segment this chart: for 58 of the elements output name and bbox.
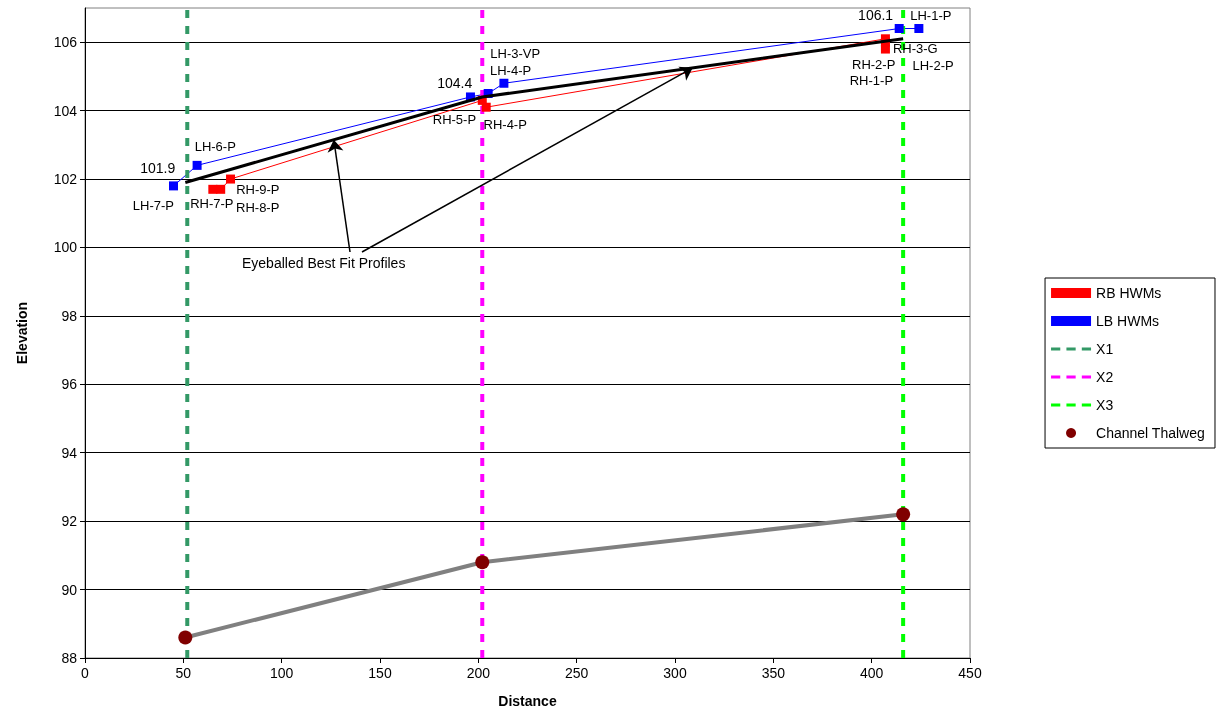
legend-label: X1 bbox=[1096, 341, 1114, 357]
data-label: LH-4-P bbox=[489, 62, 532, 78]
y-tick-label: 94 bbox=[61, 444, 78, 461]
point bbox=[914, 24, 924, 34]
y-tick-label: 102 bbox=[53, 171, 78, 188]
x-tick-label: 200 bbox=[466, 665, 491, 681]
data-label: RH-7-P bbox=[190, 195, 234, 211]
point bbox=[499, 78, 509, 88]
data-label: RH-3-G bbox=[892, 41, 938, 57]
y-tick-label: 88 bbox=[61, 650, 78, 666]
data-label: LH-6-P bbox=[194, 138, 236, 154]
data-label: RH-4-P bbox=[483, 116, 527, 132]
point bbox=[169, 181, 178, 191]
data-label: LH-3-VP bbox=[490, 45, 541, 61]
point bbox=[481, 102, 491, 112]
point bbox=[192, 160, 202, 170]
x-tick-label: 150 bbox=[368, 665, 392, 681]
x-tick-label: 0 bbox=[81, 665, 90, 681]
y-axis-title: Elevation bbox=[14, 301, 30, 365]
point bbox=[216, 184, 226, 194]
point bbox=[475, 555, 490, 570]
y-tick-label: 100 bbox=[53, 239, 78, 256]
legend-label: LB HWMs bbox=[1096, 313, 1160, 329]
data-label: RH-5-P bbox=[432, 112, 477, 128]
x-tick-label: 350 bbox=[761, 665, 786, 681]
legend-label: Channel Thalweg bbox=[1096, 425, 1205, 441]
legend-label: X3 bbox=[1096, 397, 1114, 413]
annotation: Eyeballed Best Fit Profiles bbox=[242, 255, 406, 271]
point bbox=[178, 630, 193, 645]
x-tick-label: 100 bbox=[269, 665, 294, 681]
data-label: LH-1-P bbox=[910, 7, 952, 23]
data-label: 104.4 bbox=[437, 74, 473, 91]
x-tick-label: 250 bbox=[564, 665, 589, 681]
y-tick-label: 90 bbox=[61, 581, 78, 598]
point bbox=[226, 174, 236, 184]
data-label: RH-2-P bbox=[852, 57, 896, 73]
y-tick-label: 104 bbox=[53, 102, 78, 119]
x-tick-label: 400 bbox=[859, 665, 884, 681]
x-tick-label: 300 bbox=[663, 665, 687, 681]
y-tick-label: 96 bbox=[61, 376, 78, 393]
point bbox=[896, 507, 911, 522]
legend-label: RB HWMs bbox=[1096, 285, 1162, 301]
data-label: RH-9-P bbox=[236, 181, 280, 197]
data-label: RH-1-P bbox=[849, 73, 894, 89]
point bbox=[894, 24, 904, 34]
x-axis-title: Distance bbox=[498, 693, 557, 709]
data-label: 106.1 bbox=[858, 6, 894, 23]
data-label: LH-2-P bbox=[912, 57, 954, 73]
point bbox=[880, 44, 890, 54]
data-label: LH-7-P bbox=[132, 197, 174, 213]
y-tick-label: 98 bbox=[61, 307, 78, 324]
y-tick-label: 106 bbox=[53, 34, 78, 51]
y-tick-label: 92 bbox=[61, 513, 78, 530]
x-tick-label: 450 bbox=[958, 665, 982, 681]
data-label: RH-8-P bbox=[236, 199, 280, 215]
data-label: 101.9 bbox=[140, 160, 176, 177]
legend-label: X2 bbox=[1096, 369, 1114, 385]
x-tick-label: 50 bbox=[175, 665, 192, 681]
